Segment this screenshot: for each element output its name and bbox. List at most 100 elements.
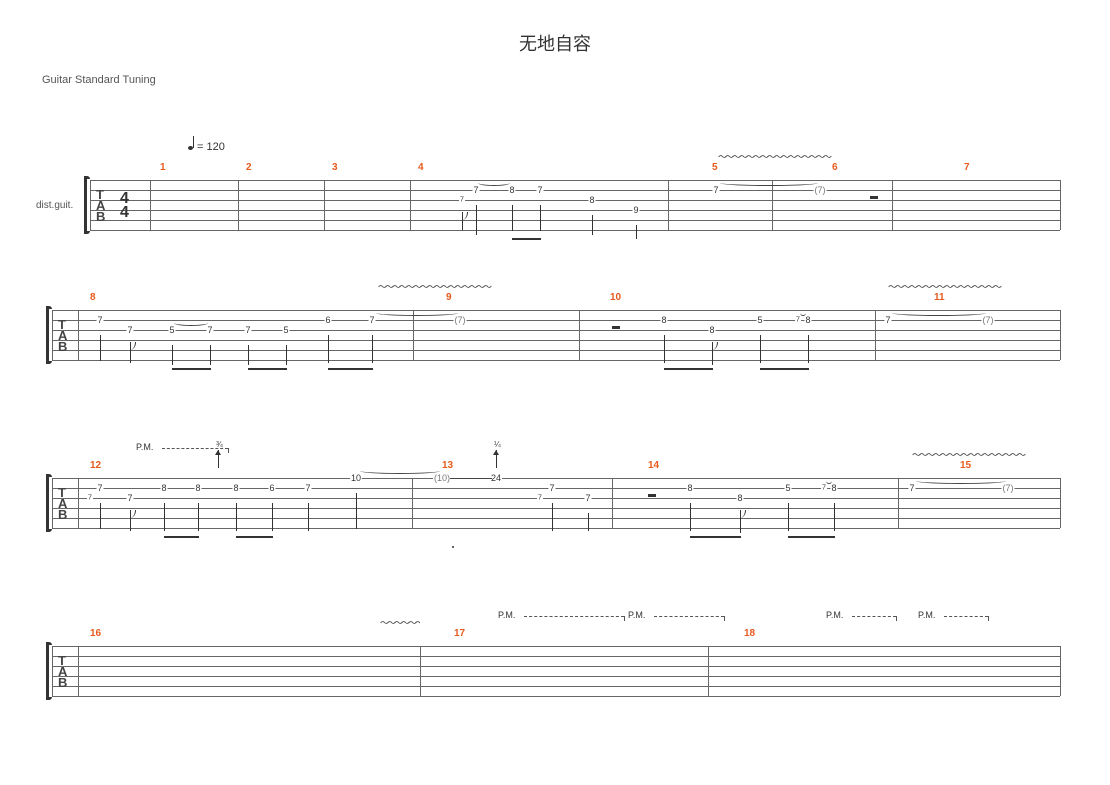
- measure-number: 16: [90, 628, 101, 639]
- measure-number: 17: [454, 628, 465, 639]
- measure-number: 10: [610, 292, 621, 303]
- tab-staff: [52, 646, 1060, 696]
- note-stem: [592, 215, 593, 235]
- fret-number: 7: [96, 483, 103, 493]
- measure-number: 5: [712, 162, 718, 173]
- fret-number: 7: [472, 185, 479, 195]
- note-stem: [198, 503, 199, 531]
- tab-staff: [90, 180, 1060, 230]
- measure-number: 8: [90, 292, 96, 303]
- measure-number: 9: [446, 292, 452, 303]
- note-stem: [588, 513, 589, 531]
- song-title: 无地自容: [0, 0, 1110, 74]
- tab-clef: TAB: [58, 655, 68, 688]
- instrument-label: dist.guit.: [36, 200, 73, 211]
- note-stem: [164, 503, 165, 531]
- measure-number: 1: [160, 162, 166, 173]
- fret-number: 7: [96, 315, 103, 325]
- fret-number: (7): [1002, 483, 1015, 493]
- fret-number: 5: [168, 325, 175, 335]
- system-bracket: [46, 474, 49, 532]
- note-stem: [356, 493, 357, 529]
- barline: [413, 310, 414, 360]
- note-flag: [740, 510, 741, 528]
- note-stem: [664, 335, 665, 363]
- tempo-marking: = 120: [188, 136, 225, 153]
- beam: [164, 536, 199, 538]
- palm-mute-label: P.M.: [498, 610, 515, 620]
- measure-number: 7: [964, 162, 970, 173]
- fret-number: 8: [708, 325, 715, 335]
- grace-note: 7: [821, 485, 827, 492]
- tie: [360, 468, 440, 474]
- palm-mute-label: P.M.: [826, 610, 843, 620]
- tie: [376, 310, 458, 316]
- barline: [78, 478, 79, 528]
- tab-system: TAB12131415778886710(10)247788587(7)777P…: [0, 478, 1110, 558]
- barline: [410, 180, 411, 230]
- beam: [512, 238, 541, 240]
- measure-number: 15: [960, 460, 971, 471]
- barline: [668, 180, 669, 230]
- fret-number: 7: [548, 483, 555, 493]
- grace-note: 7: [459, 197, 465, 204]
- beam: [172, 368, 211, 370]
- vibrato-marking: [380, 622, 420, 627]
- barline: [78, 310, 79, 360]
- note-stem: [512, 205, 513, 231]
- barline: [324, 180, 325, 230]
- fret-number: 6: [268, 483, 275, 493]
- fret-number: 7: [712, 185, 719, 195]
- system-bracket: [46, 306, 49, 364]
- rest: [612, 326, 620, 329]
- measure-number: 12: [90, 460, 101, 471]
- fret-number: 6: [324, 315, 331, 325]
- note-flag: [462, 212, 463, 230]
- fret-number: 5: [784, 483, 791, 493]
- fret-number: 8: [736, 493, 743, 503]
- note-stem: [690, 503, 691, 531]
- fret-number: 7: [908, 483, 915, 493]
- fret-number: 8: [830, 483, 837, 493]
- barline: [150, 180, 151, 230]
- fret-number: 8: [508, 185, 515, 195]
- tab-clef: TAB: [58, 319, 68, 352]
- beam: [328, 368, 373, 370]
- note-flag: [130, 510, 131, 528]
- barline: [420, 646, 421, 696]
- fret-number: (7): [982, 315, 995, 325]
- tie: [800, 310, 806, 316]
- barline: [412, 478, 413, 528]
- fret-number: 5: [282, 325, 289, 335]
- palm-mute-label: P.M.: [136, 442, 153, 452]
- tie: [826, 478, 832, 484]
- vibrato-marking: [378, 286, 558, 291]
- measure-number: 3: [332, 162, 338, 173]
- note-stem: [328, 335, 329, 363]
- fret-number: 8: [232, 483, 239, 493]
- fret-number: 8: [160, 483, 167, 493]
- note-stem: [760, 335, 761, 363]
- note-stem: [540, 205, 541, 231]
- note-stem: [248, 345, 249, 365]
- beam: [248, 368, 287, 370]
- tie: [892, 310, 986, 316]
- fret-number: (7): [454, 315, 467, 325]
- fret-number: 7: [536, 185, 543, 195]
- beam: [788, 536, 835, 538]
- slide: [450, 478, 492, 479]
- tie: [174, 320, 208, 326]
- fret-number: 7: [304, 483, 311, 493]
- fret-number: 7: [126, 493, 133, 503]
- fret-number: (10): [433, 473, 451, 483]
- tab-system: TAB89101177577567(7)88587(7)7: [0, 310, 1110, 390]
- vibrato-marking: [912, 454, 1060, 459]
- barline: [238, 180, 239, 230]
- tab-system: dist.guit.TAB44= 1201234567787897(7)7: [0, 180, 1110, 260]
- grace-note: 7: [795, 317, 801, 324]
- measure-number: 2: [246, 162, 252, 173]
- bend-label: ¾: [216, 440, 223, 449]
- palm-mute-label: P.M.: [628, 610, 645, 620]
- tuning-label: Guitar Standard Tuning: [0, 74, 1110, 130]
- barline: [892, 180, 893, 230]
